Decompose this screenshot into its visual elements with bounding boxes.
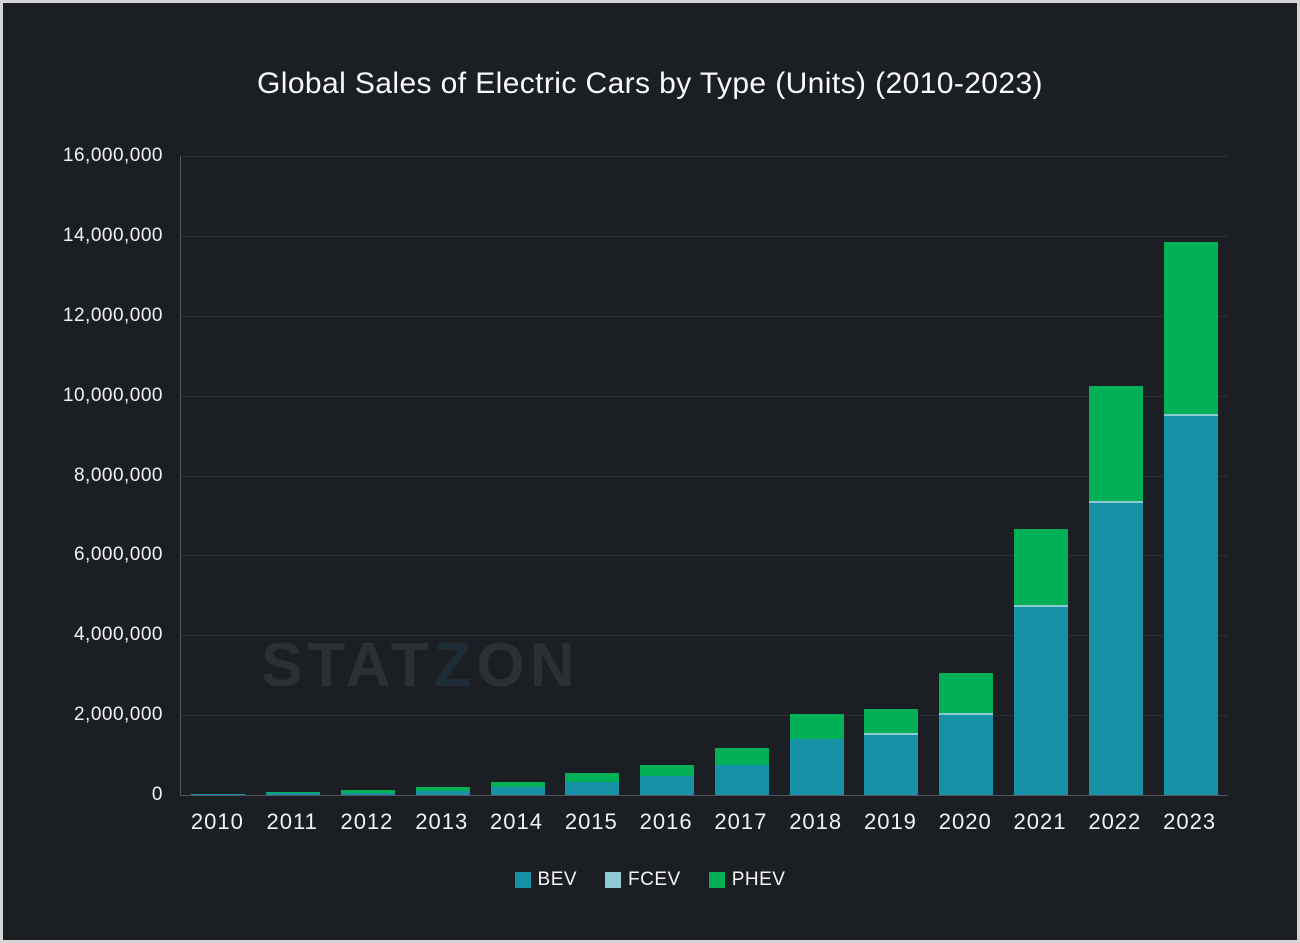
bar-segment-fcev xyxy=(864,733,919,736)
bar-segment-bev xyxy=(939,715,994,795)
y-tick-label: 2,000,000 xyxy=(73,704,163,726)
bar-2011[interactable] xyxy=(266,792,321,795)
bar-segment-bev xyxy=(565,781,620,795)
bar-segment-bev xyxy=(1088,503,1143,795)
y-tick-label: 4,000,000 xyxy=(73,624,163,646)
x-tick-label: 2012 xyxy=(340,809,394,834)
x-tick-label: 2023 xyxy=(1163,809,1217,834)
bar-2016[interactable] xyxy=(640,765,695,795)
legend-label: BEV xyxy=(537,869,578,890)
bar-2012[interactable] xyxy=(340,790,395,795)
y-tick-label: 6,000,000 xyxy=(73,544,163,566)
bar-segment-phev xyxy=(1163,241,1218,414)
bar-2022[interactable] xyxy=(1088,385,1143,795)
bar-segment-bev xyxy=(640,776,695,795)
legend-swatch-icon xyxy=(605,872,622,888)
bar-2014[interactable] xyxy=(490,782,545,795)
bar-segment-bev xyxy=(415,790,470,795)
x-tick-label: 2022 xyxy=(1088,809,1142,834)
bar-segment-phev xyxy=(1088,385,1143,502)
bar-segment-phev xyxy=(789,713,844,740)
bar-segment-bev xyxy=(340,792,395,795)
x-tick-label: 2014 xyxy=(490,809,543,834)
legend-label: PHEV xyxy=(731,869,786,890)
legend-swatch-icon xyxy=(708,872,725,888)
bar-segment-phev xyxy=(266,792,321,794)
plot-area xyxy=(180,156,1228,796)
gridline xyxy=(181,315,1228,317)
x-axis-labels: 2010 2011 2012 2013 2014 2015 2016 2017 2018 2019… xyxy=(180,809,1227,843)
legend-item-phev[interactable]: PHEV xyxy=(708,869,786,891)
bar-segment-phev xyxy=(415,786,470,791)
x-tick-label: 2011 xyxy=(266,809,318,834)
gridline xyxy=(181,635,1228,637)
x-tick-label: 2021 xyxy=(1013,809,1067,834)
bar-segment-phev xyxy=(939,673,994,714)
x-tick-label: 2016 xyxy=(639,809,693,834)
bar-segment-phev xyxy=(864,709,919,734)
x-tick-label: 2017 xyxy=(714,809,768,834)
bar-segment-bev xyxy=(191,794,246,795)
legend-swatch-icon xyxy=(514,872,531,888)
x-tick-label: 2018 xyxy=(789,809,843,834)
x-tick-label: 2019 xyxy=(863,809,917,834)
bar-segment-fcev xyxy=(1088,501,1143,504)
gridline xyxy=(181,156,1228,157)
y-tick-label: 12,000,000 xyxy=(62,304,163,326)
x-tick-label: 2020 xyxy=(938,809,992,834)
y-tick-label: 14,000,000 xyxy=(62,224,163,246)
y-axis-labels: 0 2,000,000 4,000,000 6,000,000 8,000,000 10,… xyxy=(3,3,163,940)
bar-segment-phev xyxy=(340,790,395,793)
bar-segment-bev xyxy=(864,735,919,795)
bar-segment-bev xyxy=(789,739,844,795)
x-tick-label: 2010 xyxy=(190,809,244,834)
bar-2013[interactable] xyxy=(415,786,470,795)
bar-segment-bev xyxy=(714,765,769,795)
bar-2018[interactable] xyxy=(789,713,844,795)
bar-segment-fcev xyxy=(1014,605,1069,608)
bar-segment-bev xyxy=(266,793,321,795)
chart-title: Global Sales of Electric Cars by Type (U… xyxy=(257,67,1043,100)
bar-segment-phev xyxy=(714,748,769,766)
gridline xyxy=(181,395,1228,397)
bar-2015[interactable] xyxy=(565,773,620,795)
gridline xyxy=(181,235,1228,237)
y-tick-label: 8,000,000 xyxy=(73,464,163,486)
gridline xyxy=(181,475,1228,477)
bar-2021[interactable] xyxy=(1014,529,1069,795)
bar-segment-phev xyxy=(640,765,695,777)
bar-segment-phev xyxy=(565,773,620,782)
bar-2010[interactable] xyxy=(191,794,246,795)
bar-2023[interactable] xyxy=(1163,241,1218,795)
gridline xyxy=(181,715,1228,717)
y-tick-label: 16,000,000 xyxy=(62,145,163,166)
bar-2019[interactable] xyxy=(864,709,919,795)
bar-segment-phev xyxy=(1014,529,1069,606)
bar-2020[interactable] xyxy=(939,673,994,795)
bar-segment-phev xyxy=(490,782,545,788)
chart-legend: BEV FCEV PHEV xyxy=(3,869,1297,891)
x-tick-label: 2015 xyxy=(564,809,618,834)
legend-item-bev[interactable]: BEV xyxy=(514,869,578,891)
gridline xyxy=(181,555,1228,557)
legend-item-fcev[interactable]: FCEV xyxy=(605,869,681,891)
x-tick-label: 2013 xyxy=(415,809,469,834)
y-tick-label: 0 xyxy=(151,784,163,805)
bar-segment-bev xyxy=(1163,415,1218,795)
legend-label: FCEV xyxy=(628,869,681,890)
bar-segment-bev xyxy=(490,787,545,795)
bar-segment-fcev xyxy=(1163,413,1218,416)
bar-segment-fcev xyxy=(939,713,994,716)
y-tick-label: 10,000,000 xyxy=(62,384,163,406)
bar-2017[interactable] xyxy=(714,748,769,795)
bar-segment-bev xyxy=(1014,607,1069,795)
